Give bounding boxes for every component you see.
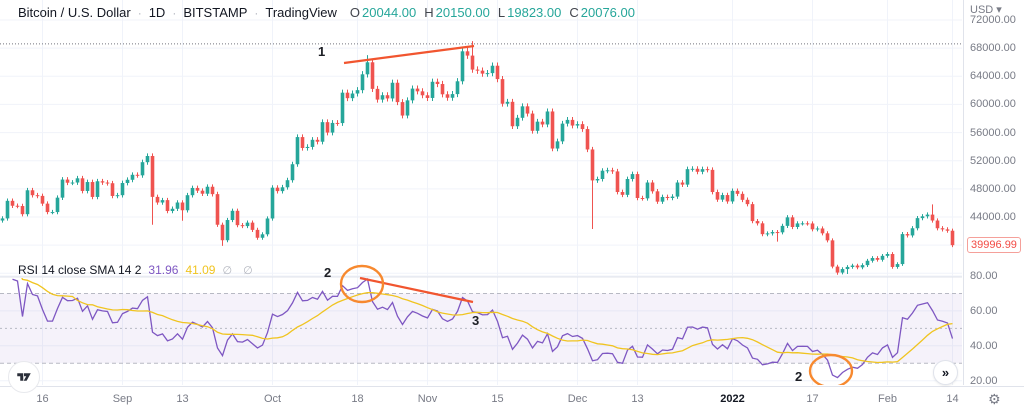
close-label: C [569,5,579,20]
separator-dot: · [172,5,177,20]
price-axis-label: 60000.00 [970,98,1016,111]
open-label: O [349,5,361,20]
gridlines [0,0,962,385]
price-axis[interactable]: USD ▾ 39996.99 72000.00 68000.00 64000.00 6… [963,0,1024,387]
rsi-line[interactable] [12,278,954,379]
price-axis-label: 44000.00 [970,211,1016,223]
tradingview-logo-glyph [17,373,31,381]
brand-link[interactable]: TradingView [265,5,337,20]
double-chevron-right-icon: » [941,365,950,380]
low-value: 19823.00 [507,5,562,20]
rsi-axis-label: 60.00 [970,304,998,317]
time-axis-label: Feb [878,393,897,405]
price-pane[interactable] [0,41,962,275]
rsi-legend: RSI 14 close SMA 14 2 31.96 41.09 ∅ ∅ [18,263,257,277]
time-axis-label: 15 [491,393,504,405]
collapse-pane-button[interactable]: » [933,360,958,385]
separator-dot: · [254,5,259,20]
rsi-hidden-series-toggles[interactable]: ∅ ∅ [222,264,257,277]
currency-dropdown[interactable]: USD ▾ [970,4,1002,16]
chart-canvas[interactable] [0,0,962,385]
time-axis-label: 14 [946,393,959,405]
low-label: L [497,5,506,20]
circle-annotation-2[interactable] [808,353,854,385]
time-axis-label: 13 [176,393,189,405]
chart-svg[interactable] [0,0,962,385]
time-axis-label: 2022 [720,393,745,405]
rsi-legend-title[interactable]: RSI 14 close SMA 14 2 [18,263,142,277]
time-axis[interactable]: ⚙ 16 Sep 13 Oct 18 Nov 15 Dec 13 2022 17 Feb 14 [0,386,1024,411]
interval-label[interactable]: 1D [148,5,166,20]
trend-line-2[interactable] [359,276,474,304]
close-value: 20076.00 [580,5,635,20]
time-axis-label: 17 [806,393,819,405]
gear-icon[interactable]: ⚙ [988,391,1001,407]
price-axis-label: 52000.00 [970,154,1016,167]
high-value: 20150.00 [435,5,490,20]
time-axis-label: Oct [263,393,282,405]
annotation-number-label-3[interactable]: 3 [472,313,480,328]
rsi-axis-label: 40.00 [970,339,998,352]
annotation-number-label-1[interactable]: 1 [318,44,326,59]
price-axis-label: 72000.00 [970,14,1016,26]
symbol-title[interactable]: Bitcoin / U.S. Dollar [18,5,131,20]
exchange-label: BITSTAMP [183,5,248,20]
annotation-number-label-4[interactable]: 2 [795,369,803,384]
tradingview-logo[interactable] [8,361,40,393]
time-axis-label: Sep [112,393,133,405]
price-axis-label: 48000.00 [970,182,1016,195]
separator-dot: · [137,5,142,20]
open-value: 20044.00 [362,5,417,20]
price-axis-label: 64000.00 [970,70,1016,83]
time-axis-label: 13 [631,393,644,405]
drawings [339,44,854,385]
high-label: H [424,5,434,20]
symbol-header: Bitcoin / U.S. Dollar · 1D · BITSTAMP · … [18,5,635,20]
chevron-down-icon: ▾ [996,4,1002,16]
annotation-number-label-2[interactable]: 2 [324,265,332,280]
price-axis-label: 56000.00 [970,126,1016,139]
time-axis-label: 16 [36,393,49,405]
rsi-sma-value: 41.09 [185,263,216,277]
last-price-badge: 39996.99 [967,237,1021,254]
trend-line-1[interactable] [343,44,475,65]
rsi-axis-label: 20.00 [970,374,998,387]
time-axis-label: 18 [351,393,364,405]
rsi-value: 31.96 [148,263,179,277]
rsi-sma-line[interactable] [13,260,953,364]
ohlc-values: O 20044.00 H 20150.00 L 19823.00 C 20076.00 [350,5,635,20]
rsi-pane[interactable] [0,260,962,379]
rsi-axis-label: 80.00 [970,270,998,282]
time-axis-label: Nov [417,393,438,405]
price-axis-label: 68000.00 [970,42,1016,55]
circle-annotation-1[interactable] [339,264,385,304]
time-axis-label: Dec [567,393,588,405]
